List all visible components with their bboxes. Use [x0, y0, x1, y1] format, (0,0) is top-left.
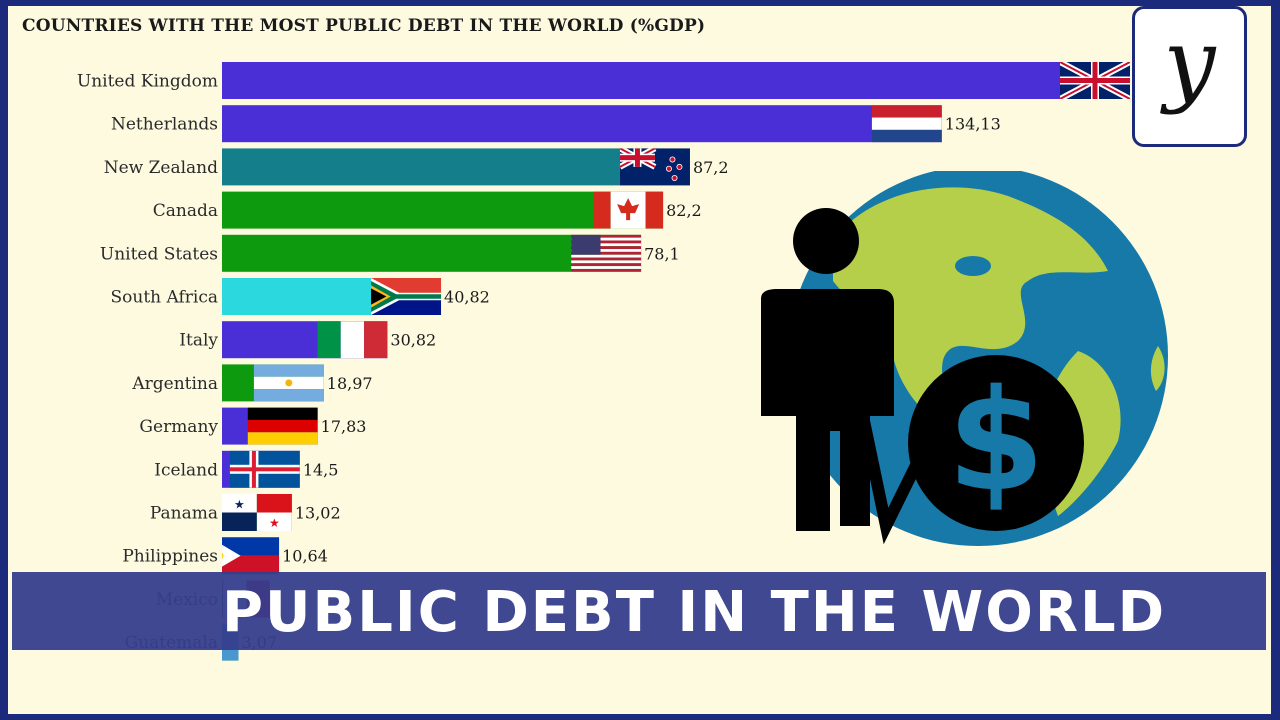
flag-newzealand-icon: [619, 148, 690, 186]
bar: [222, 105, 942, 143]
bar-row-new-zealand: New Zealand 87,2: [104, 148, 729, 186]
bar-row-netherlands: Netherlands 134,13: [111, 105, 1001, 143]
bar-row-united-states: United States 78,1: [100, 234, 680, 272]
category-label: South Africa: [110, 288, 218, 308]
coin-icon: [908, 355, 1084, 531]
value-label: 18,97: [327, 374, 373, 393]
flag-germany-icon: [247, 407, 318, 445]
title-banner: PUBLIC DEBT IN THE WORLD: [12, 572, 1266, 650]
category-label: Canada: [153, 201, 218, 221]
value-label: 10,64: [282, 547, 328, 566]
globe-land-north: [833, 187, 1108, 421]
category-label: United States: [100, 244, 218, 264]
bar: [222, 62, 1130, 99]
globe-person-debt-illustration: $: [761, 171, 1168, 546]
flag-iceland-icon: [229, 450, 300, 488]
flag-netherlands-icon: [871, 105, 942, 143]
logo-letter: y: [1163, 9, 1216, 116]
category-label: New Zealand: [104, 158, 218, 178]
value-label: 82,2: [666, 201, 702, 220]
flag-italy-icon: [317, 321, 388, 359]
value-label: 78,1: [644, 244, 680, 263]
globe-land-small: [1150, 346, 1165, 391]
value-label: 14,5: [303, 460, 339, 479]
globe-lake: [955, 256, 991, 276]
bar-row-iceland: Iceland 14,5: [154, 450, 339, 488]
bar-row-italy: Italy 30,82: [179, 321, 436, 359]
category-label: Philippines: [122, 547, 218, 567]
flag-southafrica-icon: [371, 278, 442, 315]
flag-uk-icon: [1060, 62, 1130, 99]
flag-usa-icon: [571, 234, 642, 272]
value-label: 30,82: [390, 331, 436, 350]
category-label: Iceland: [154, 460, 218, 480]
svg-text:★: ★: [269, 516, 280, 530]
bar-row-philippines: Philippines 10,64: [122, 537, 328, 575]
category-label: Netherlands: [111, 115, 218, 135]
person-body: [761, 289, 894, 531]
value-label: 17,83: [321, 417, 367, 436]
bar-row-south-africa: South Africa 40,82: [110, 278, 490, 315]
banner-text: PUBLIC DEBT IN THE WORLD: [222, 580, 1167, 645]
chart-frame: United Kingdom Netherlands 134,13 New Zeala…: [8, 6, 1271, 714]
person-head: [793, 208, 859, 274]
category-label: Panama: [150, 504, 218, 524]
bar-row-united-kingdom: United Kingdom: [77, 62, 1130, 99]
category-label: United Kingdom: [77, 72, 218, 92]
bar: [222, 148, 690, 186]
svg-text:★: ★: [234, 498, 245, 512]
flag-canada-icon: [593, 191, 664, 229]
flag-philippines-icon: [222, 537, 280, 575]
flag-panama-icon: ★★: [222, 494, 292, 531]
value-label: 87,2: [693, 158, 729, 177]
bar-row-panama: Panama ★★13,02: [150, 494, 341, 531]
category-label: Germany: [139, 417, 218, 437]
category-label: Argentina: [131, 374, 218, 394]
bar: [222, 191, 664, 229]
channel-logo[interactable]: y: [1132, 6, 1247, 147]
value-label: 134,13: [945, 115, 1001, 134]
category-label: Italy: [179, 331, 218, 351]
bar-row-canada: Canada 82,2: [153, 191, 702, 229]
bar-row-argentina: Argentina 18,97: [131, 364, 373, 402]
value-label: 40,82: [444, 288, 490, 307]
bar-row-germany: Germany 17,83: [139, 407, 367, 445]
value-label: 13,02: [295, 504, 341, 523]
flag-argentina-icon: [253, 364, 324, 402]
chart-title: COUNTRIES WITH THE MOST PUBLIC DEBT IN T…: [22, 16, 706, 36]
dollar-sign-icon: $: [947, 360, 1044, 523]
